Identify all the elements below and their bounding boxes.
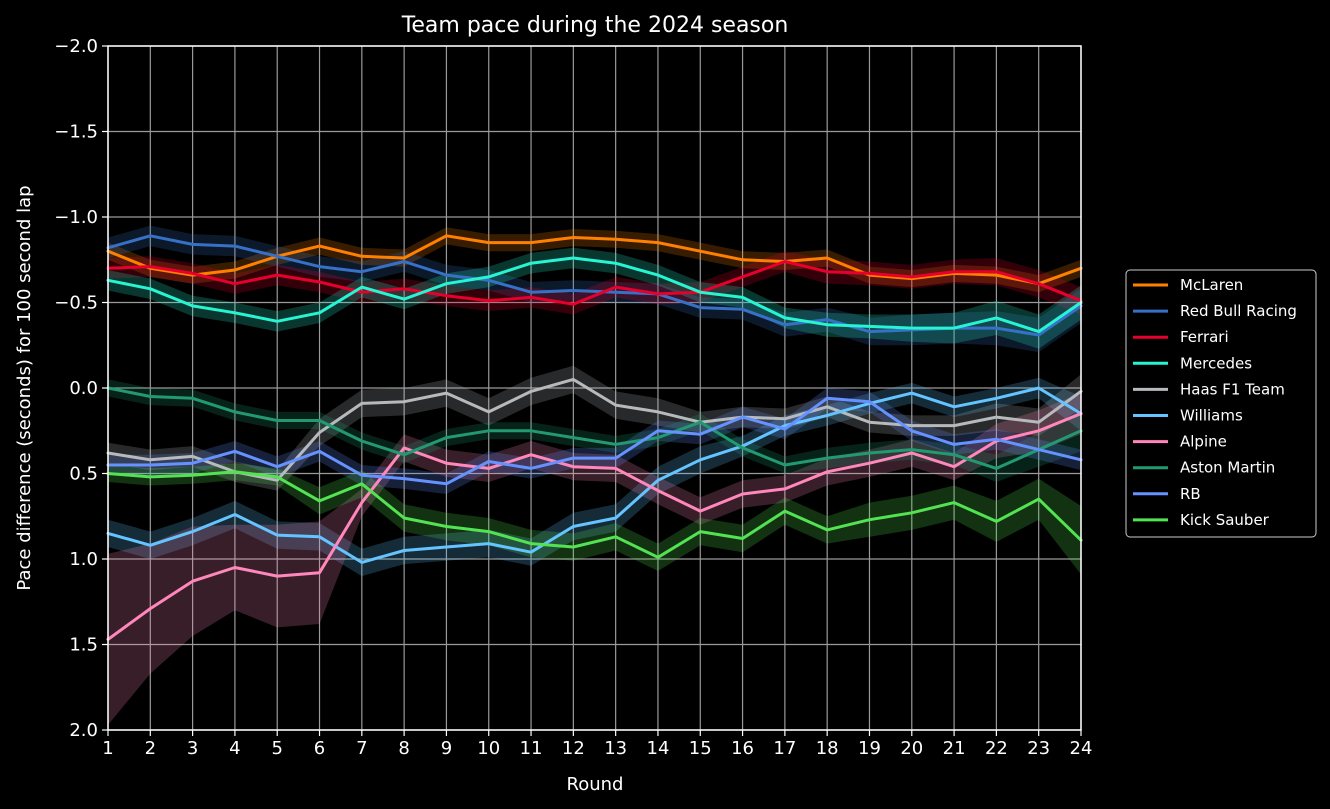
band-red-bull-racing bbox=[108, 225, 1081, 353]
y-tick-label: −2.0 bbox=[54, 36, 98, 57]
x-tick-label: 8 bbox=[398, 738, 409, 759]
series-line-haas-f1-team bbox=[106, 377, 1083, 482]
legend-label-aston-martin: Aston Martin bbox=[1180, 459, 1275, 477]
series-line-williams bbox=[106, 386, 1083, 564]
x-tick-label: 20 bbox=[900, 738, 923, 759]
x-tick-label: 22 bbox=[985, 738, 1008, 759]
x-tick-label: 10 bbox=[477, 738, 500, 759]
y-tick-label: −1.5 bbox=[54, 122, 98, 143]
x-tick-label: 9 bbox=[441, 738, 452, 759]
legend-label-ferrari: Ferrari bbox=[1180, 328, 1229, 346]
x-tick-label: 16 bbox=[731, 738, 754, 759]
band-haas-f1-team bbox=[108, 365, 1081, 491]
x-tick-label: 13 bbox=[604, 738, 627, 759]
legend-label-kick-sauber: Kick Sauber bbox=[1180, 511, 1270, 529]
legend-label-mclaren: McLaren bbox=[1180, 276, 1243, 294]
legend-label-red-bull-racing: Red Bull Racing bbox=[1180, 302, 1297, 320]
x-tick-label: 3 bbox=[187, 738, 198, 759]
x-tick-label: 4 bbox=[229, 738, 240, 759]
x-tick-label: 2 bbox=[145, 738, 156, 759]
y-tick-label: 0.5 bbox=[69, 464, 98, 485]
series-line-mercedes bbox=[106, 256, 1083, 334]
y-tick-label: 1.5 bbox=[69, 635, 98, 656]
x-tick-label: 5 bbox=[271, 738, 282, 759]
series-line-mclaren bbox=[106, 234, 1083, 286]
y-tick-label: −0.5 bbox=[54, 293, 98, 314]
x-axis-ticks: 1 2 3 4 5 6 7 8 9 10 11 12 13 14 15 16 17 18 19 20 21 22 23 24 bbox=[102, 730, 1092, 759]
legend-label-mercedes: Mercedes bbox=[1180, 354, 1252, 372]
band-kick-sauber bbox=[108, 463, 1081, 575]
series-line-ferrari bbox=[106, 260, 1083, 306]
grid bbox=[107, 45, 1082, 731]
y-tick-label: 1.0 bbox=[69, 549, 98, 570]
legend-frame bbox=[1125, 269, 1317, 538]
band-mclaren bbox=[108, 227, 1081, 293]
y-tick-label: 0.0 bbox=[69, 378, 98, 399]
x-tick-label: 1 bbox=[102, 738, 113, 759]
x-tick-label: 19 bbox=[858, 738, 881, 759]
series-lines bbox=[106, 234, 1083, 641]
y-tick-label: 2.0 bbox=[69, 720, 98, 741]
band-williams bbox=[108, 377, 1081, 577]
band-rb bbox=[108, 388, 1081, 494]
band-alpine bbox=[108, 393, 1081, 725]
x-tick-label: 12 bbox=[562, 738, 585, 759]
x-tick-label: 6 bbox=[314, 738, 325, 759]
legend: McLaren Red Bull Racing Ferrari Mercedes Haa… bbox=[1125, 269, 1317, 538]
legend-label-rb: RB bbox=[1180, 485, 1201, 503]
chart-title: Team pace during the 2024 season bbox=[401, 13, 789, 38]
x-tick-label: 14 bbox=[647, 738, 670, 759]
y-tick-label: −1.0 bbox=[54, 207, 98, 228]
series-line-rb bbox=[106, 396, 1083, 486]
x-tick-label: 21 bbox=[943, 738, 966, 759]
x-tick-label: 11 bbox=[520, 738, 543, 759]
x-tick-label: 15 bbox=[689, 738, 712, 759]
x-tick-label: 23 bbox=[1027, 738, 1050, 759]
legend-label-alpine: Alpine bbox=[1180, 433, 1227, 451]
x-tick-label: 18 bbox=[816, 738, 839, 759]
x-axis-label: Round bbox=[567, 774, 624, 795]
x-tick-label: 7 bbox=[356, 738, 367, 759]
y-axis-ticks: −2.0 −1.5 −1.0 −0.5 0.0 0.5 1.0 1.5 2.0 bbox=[54, 36, 108, 741]
x-tick-label: 24 bbox=[1070, 738, 1093, 759]
legend-label-williams: Williams bbox=[1180, 407, 1243, 425]
series-line-alpine bbox=[106, 412, 1083, 641]
band-ferrari bbox=[108, 251, 1081, 315]
legend-label-haas-f1-team: Haas F1 Team bbox=[1180, 380, 1285, 398]
series-line-kick-sauber bbox=[106, 470, 1083, 559]
series-line-aston-martin bbox=[106, 386, 1083, 470]
y-axis-label: Pace difference (seconds) for 100 second… bbox=[14, 185, 35, 590]
x-tick-label: 17 bbox=[773, 738, 796, 759]
